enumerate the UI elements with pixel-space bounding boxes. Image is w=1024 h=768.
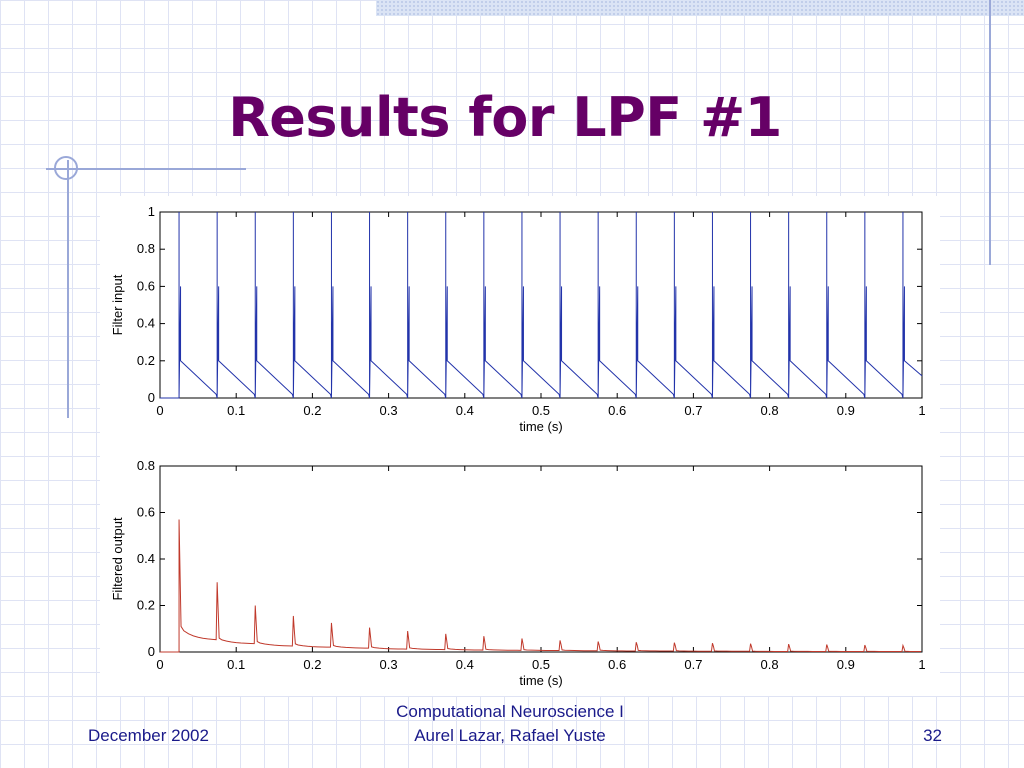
plots-svg: 0 0.1 0.2 0.3 0.4 0.5 0.6 0.7 0.8 0.9 1 0 0.2 0.4 0.6 0… <box>110 204 926 688</box>
x-tick-label: 0 <box>156 403 163 418</box>
x-tick-label: 0.3 <box>380 657 398 672</box>
top-decorative-band <box>376 0 1024 16</box>
x-tick-label: 0.5 <box>532 657 550 672</box>
filtered-output-chart: 0 0.1 0.2 0.3 0.4 0.5 0.6 0.7 0.8 0.9 1 0 0.2 0.4 0.6 0… <box>110 458 926 688</box>
y-tick-label: 0 <box>148 390 155 405</box>
x-tick-label: 1 <box>918 657 925 672</box>
x-tick-label: 0.2 <box>303 403 321 418</box>
y-tick-label: 0.6 <box>137 278 155 293</box>
x-tick-label: 0.9 <box>837 657 855 672</box>
y-tick-label: 0.4 <box>137 316 155 331</box>
y-tick-label: 0.4 <box>137 551 155 566</box>
x-tick-label: 0.5 <box>532 403 550 418</box>
filter-input-chart: 0 0.1 0.2 0.3 0.4 0.5 0.6 0.7 0.8 0.9 1 0 0.2 0.4 0.6 0… <box>110 204 926 434</box>
y-tick-label: 1 <box>148 204 155 219</box>
x-tick-label: 0.4 <box>456 657 474 672</box>
y-tick-label: 0.6 <box>137 505 155 520</box>
right-decorative-line <box>989 0 991 265</box>
y-tick-label: 0.8 <box>137 241 155 256</box>
x-tick-label: 0.7 <box>684 657 702 672</box>
data-series-line <box>160 519 922 653</box>
footer-authors: Aurel Lazar, Rafael Yuste <box>414 726 606 745</box>
x-tick-label: 0.2 <box>303 657 321 672</box>
left-decorative-line <box>67 160 69 418</box>
y-axis-label: Filter input <box>110 274 125 335</box>
y-axis-label: Filtered output <box>110 517 125 600</box>
x-tick-label: 1 <box>918 403 925 418</box>
footer-date: December 2002 <box>88 726 209 745</box>
footer-course-title: Computational Neuroscience I <box>396 702 624 721</box>
page-number: 32 <box>923 726 942 745</box>
x-tick-label: 0.4 <box>456 403 474 418</box>
x-tick-label: 0.3 <box>380 403 398 418</box>
title-underline-decoration <box>46 168 246 170</box>
x-tick-label: 0.1 <box>227 403 245 418</box>
plots-figure: 0 0.1 0.2 0.3 0.4 0.5 0.6 0.7 0.8 0.9 1 0 0.2 0.4 0.6 0… <box>100 196 940 696</box>
x-tick-label: 0.7 <box>684 403 702 418</box>
x-tick-label: 0.6 <box>608 657 626 672</box>
x-tick-label: 0.8 <box>761 403 779 418</box>
footer-course: Computational Neuroscience I Aurel Lazar… <box>330 700 690 748</box>
plot-frame <box>159 211 923 399</box>
x-tick-label: 0.9 <box>837 403 855 418</box>
x-tick-label: 0.6 <box>608 403 626 418</box>
y-tick-label: 0.2 <box>137 353 155 368</box>
x-tick-label: 0.1 <box>227 657 245 672</box>
x-axis-label: time (s) <box>519 419 562 434</box>
data-series-line <box>160 212 923 399</box>
slide-title: Results for LPF #1 <box>228 86 782 149</box>
x-tick-label: 0 <box>156 657 163 672</box>
y-tick-label: 0.2 <box>137 598 155 613</box>
x-axis-label: time (s) <box>519 673 562 688</box>
y-tick-label: 0 <box>148 644 155 659</box>
plot-frame <box>159 465 923 653</box>
circle-decoration <box>54 156 78 180</box>
y-tick-label: 0.8 <box>137 458 155 473</box>
x-tick-label: 0.8 <box>761 657 779 672</box>
